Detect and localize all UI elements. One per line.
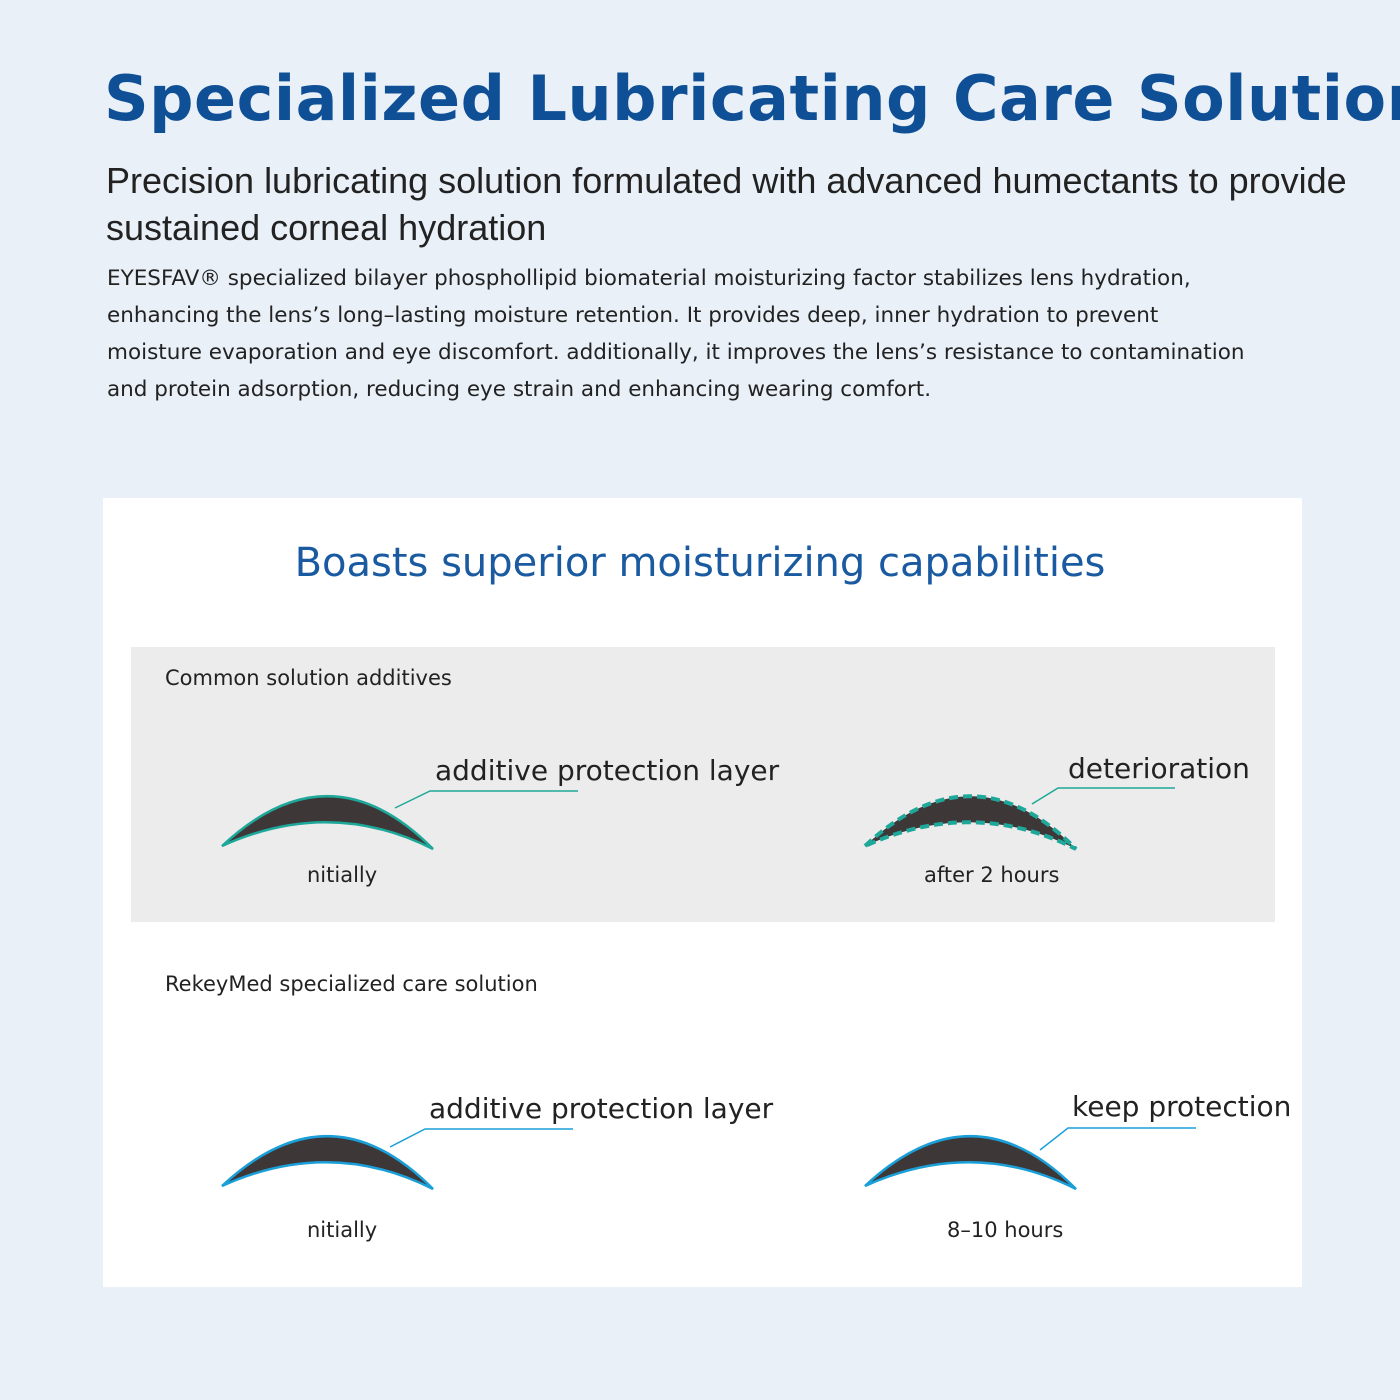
rekeymed-right-caption: 8–10 hours [947, 1218, 1064, 1242]
lens-rekeymed-initial [221, 1135, 434, 1191]
rekeymed-left-callout: additive protection layer [429, 1092, 774, 1125]
common-left-caption: nitially [307, 863, 378, 887]
lens-common-initial [221, 795, 434, 851]
common-right-callout: deterioration [1068, 752, 1250, 785]
subtitle-line-1: Precision lubricating solution formulate… [106, 160, 1347, 201]
rekeymed-right-callout: keep protection [1072, 1090, 1292, 1123]
common-left-callout: additive protection layer [435, 754, 780, 787]
rekeymed-label: RekeyMed specialized care solution [165, 972, 538, 996]
lens-common-deteriorated [863, 794, 1078, 851]
body-line-4: and protein adsorption, reducing eye str… [107, 377, 932, 402]
body-line-2: enhancing the lens’s long–lasting moistu… [107, 303, 1159, 328]
rekeymed-left-caption: nitially [307, 1218, 378, 1242]
subtitle-line-2: sustained corneal hydration [106, 207, 547, 248]
page-title: Specialized Lubricating Care Solution [104, 62, 1400, 135]
leader-line [389, 1128, 573, 1148]
leader-line [1031, 787, 1175, 805]
body-line-1: EYESFAV® specialized bilayer phosphollip… [107, 266, 1191, 291]
leader-line [1039, 1127, 1196, 1151]
common-label: Common solution additives [165, 666, 452, 690]
lens-rekeymed-8-10-hours [864, 1135, 1077, 1191]
common-right-caption: after 2 hours [924, 863, 1060, 887]
common-solution-panel [131, 647, 1275, 922]
card-title: Boasts superior moisturizing capabilitie… [294, 540, 1106, 586]
body-line-3: moisture evaporation and eye discomfort.… [107, 340, 1245, 365]
leader-line [394, 790, 578, 809]
